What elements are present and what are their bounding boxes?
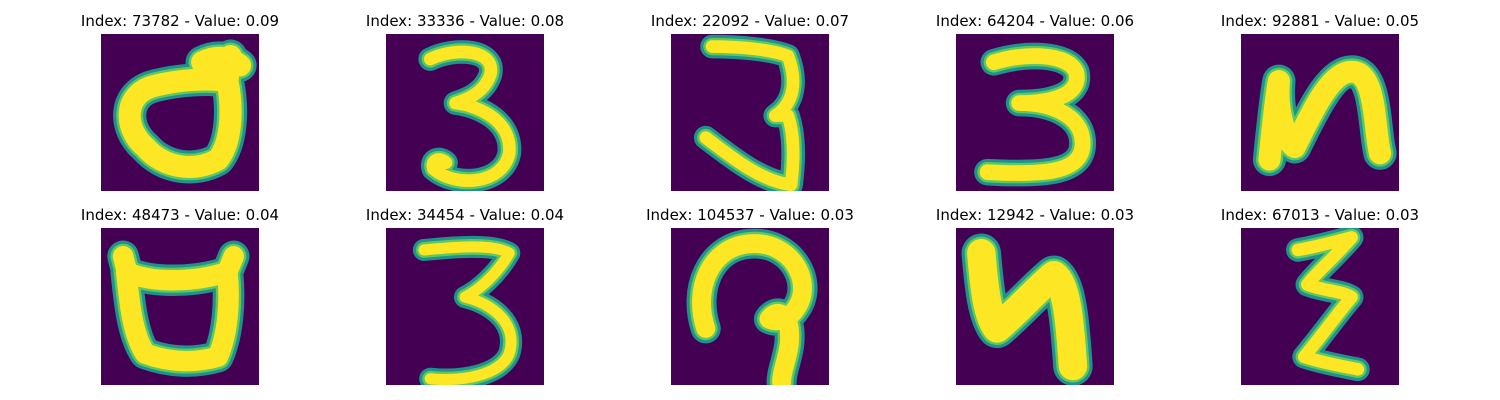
three-thin-glyph (412, 235, 523, 385)
glyph-stroke-core (116, 261, 239, 372)
glyph-stroke-core (423, 45, 516, 187)
glyph-image (956, 34, 1114, 191)
d-loop-glyph (113, 39, 257, 184)
panel-title: Index: 104537 - Value: 0.03 (646, 206, 854, 224)
panel-title: Index: 92881 - Value: 0.05 (1220, 12, 1420, 30)
cup-glyph (107, 240, 250, 377)
panel-title: Index: 67013 - Value: 0.03 (1220, 206, 1420, 224)
glyph-image (386, 228, 544, 385)
glyph-stroke-core (191, 44, 252, 93)
glyph-image (386, 34, 544, 191)
hook-glyph (686, 228, 818, 385)
panel-title: Index: 22092 - Value: 0.07 (650, 12, 850, 30)
panel-title: Index: 12942 - Value: 0.03 (935, 206, 1135, 224)
panel-title: Index: 73782 - Value: 0.09 (80, 12, 280, 30)
glyph-image (101, 228, 259, 385)
glyph-image (1241, 228, 1399, 385)
panel-title: Index: 64204 - Value: 0.06 (935, 12, 1135, 30)
glyph-image (1241, 34, 1399, 191)
glyph-stroke-core (967, 238, 1088, 381)
glyph-stroke-core (979, 48, 1091, 182)
glyph-image (101, 34, 259, 191)
three-slanted-glyph (693, 34, 805, 191)
zig-zag-glyph (1286, 228, 1370, 382)
panel-title: Index: 48473 - Value: 0.04 (80, 206, 280, 224)
glyph-stroke-core (418, 241, 517, 385)
three-wide-glyph (974, 42, 1096, 187)
panel-title: Index: 33336 - Value: 0.08 (365, 12, 565, 30)
n-shape-glyph (1252, 55, 1397, 177)
n-bold-glyph (961, 233, 1093, 385)
glyph-stroke-core (692, 234, 812, 385)
glyph-image (671, 228, 829, 385)
panel-title: Index: 34454 - Value: 0.04 (365, 206, 565, 224)
three-glyph (418, 40, 522, 191)
glyph-stroke-core (1258, 60, 1392, 171)
glyph-image (956, 228, 1114, 385)
glyph-image (671, 34, 829, 191)
glyph-stroke-core (112, 246, 244, 291)
glyph-stroke-core (699, 40, 800, 191)
glyph-stroke-core (1291, 231, 1365, 376)
